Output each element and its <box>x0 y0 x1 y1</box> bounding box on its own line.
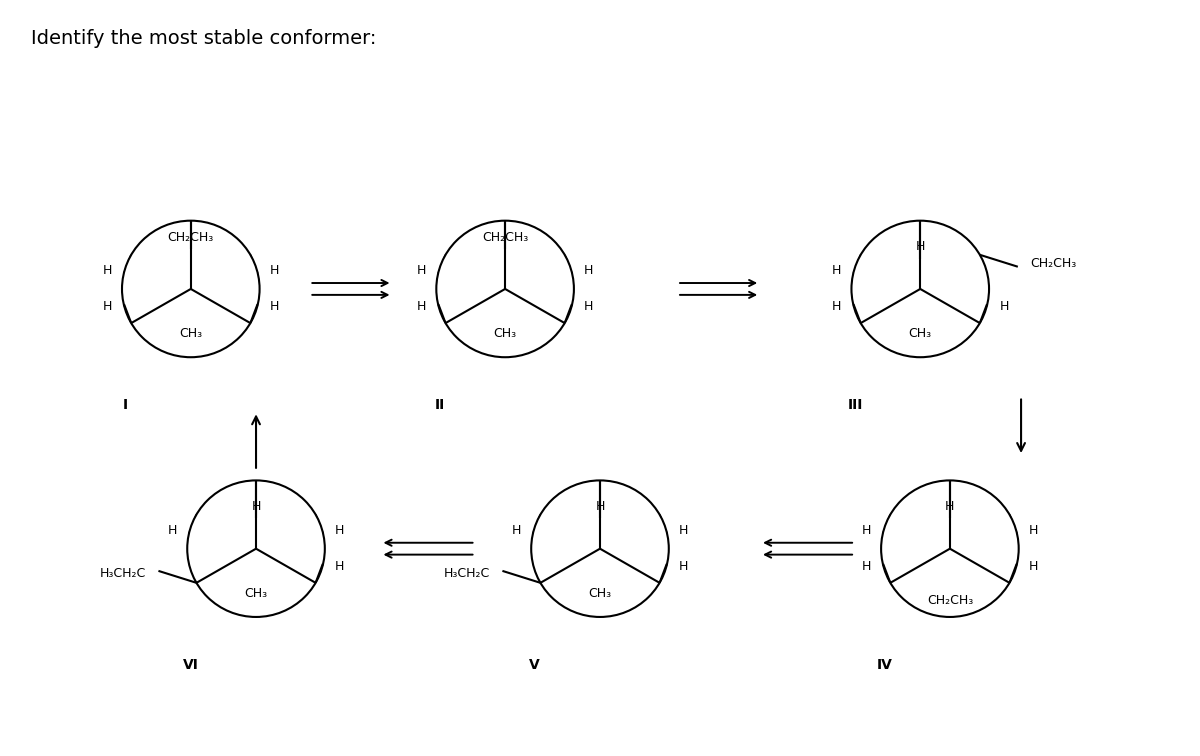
Text: CH₃: CH₃ <box>179 327 203 340</box>
Text: H: H <box>511 524 521 538</box>
Text: CH₂CH₃: CH₂CH₃ <box>168 231 214 243</box>
Text: H: H <box>916 240 925 253</box>
Text: H: H <box>335 560 344 573</box>
Text: H: H <box>946 500 954 513</box>
Text: I: I <box>122 398 128 412</box>
Text: H: H <box>335 524 344 538</box>
Text: H: H <box>832 265 841 277</box>
Ellipse shape <box>852 221 989 358</box>
Text: H: H <box>584 300 594 314</box>
Text: H: H <box>1028 560 1038 573</box>
Text: CH₃: CH₃ <box>245 587 268 600</box>
Text: H: H <box>270 300 280 314</box>
Text: H: H <box>168 524 176 538</box>
Ellipse shape <box>187 480 325 617</box>
Text: H: H <box>416 265 426 277</box>
Text: CH₃: CH₃ <box>493 327 517 340</box>
Text: III: III <box>847 398 863 412</box>
Text: H₃CH₂C: H₃CH₂C <box>100 567 146 580</box>
Text: H: H <box>679 560 689 573</box>
Ellipse shape <box>437 221 574 358</box>
Text: H₃CH₂C: H₃CH₂C <box>444 567 490 580</box>
Text: H: H <box>595 500 605 513</box>
Text: H: H <box>416 300 426 314</box>
Ellipse shape <box>881 480 1019 617</box>
Text: H: H <box>862 524 871 538</box>
Text: H: H <box>862 560 871 573</box>
Text: IV: IV <box>877 658 893 672</box>
Text: CH₂CH₃: CH₂CH₃ <box>1030 258 1076 271</box>
Text: H: H <box>1028 524 1038 538</box>
Text: CH₃: CH₃ <box>588 587 612 600</box>
Text: CH₃: CH₃ <box>908 327 932 340</box>
Text: H: H <box>679 524 689 538</box>
Text: H: H <box>251 500 260 513</box>
Ellipse shape <box>122 221 259 358</box>
Text: H: H <box>1000 300 1009 314</box>
Text: H: H <box>270 265 280 277</box>
Ellipse shape <box>532 480 668 617</box>
Text: V: V <box>529 658 540 672</box>
Text: H: H <box>102 300 112 314</box>
Text: II: II <box>434 398 445 412</box>
Text: CH₂CH₃: CH₂CH₃ <box>482 231 528 243</box>
Text: CH₂CH₃: CH₂CH₃ <box>926 594 973 607</box>
Text: H: H <box>584 265 594 277</box>
Text: Identify the most stable conformer:: Identify the most stable conformer: <box>31 29 376 48</box>
Text: VI: VI <box>182 658 199 672</box>
Text: H: H <box>102 265 112 277</box>
Text: H: H <box>832 300 841 314</box>
